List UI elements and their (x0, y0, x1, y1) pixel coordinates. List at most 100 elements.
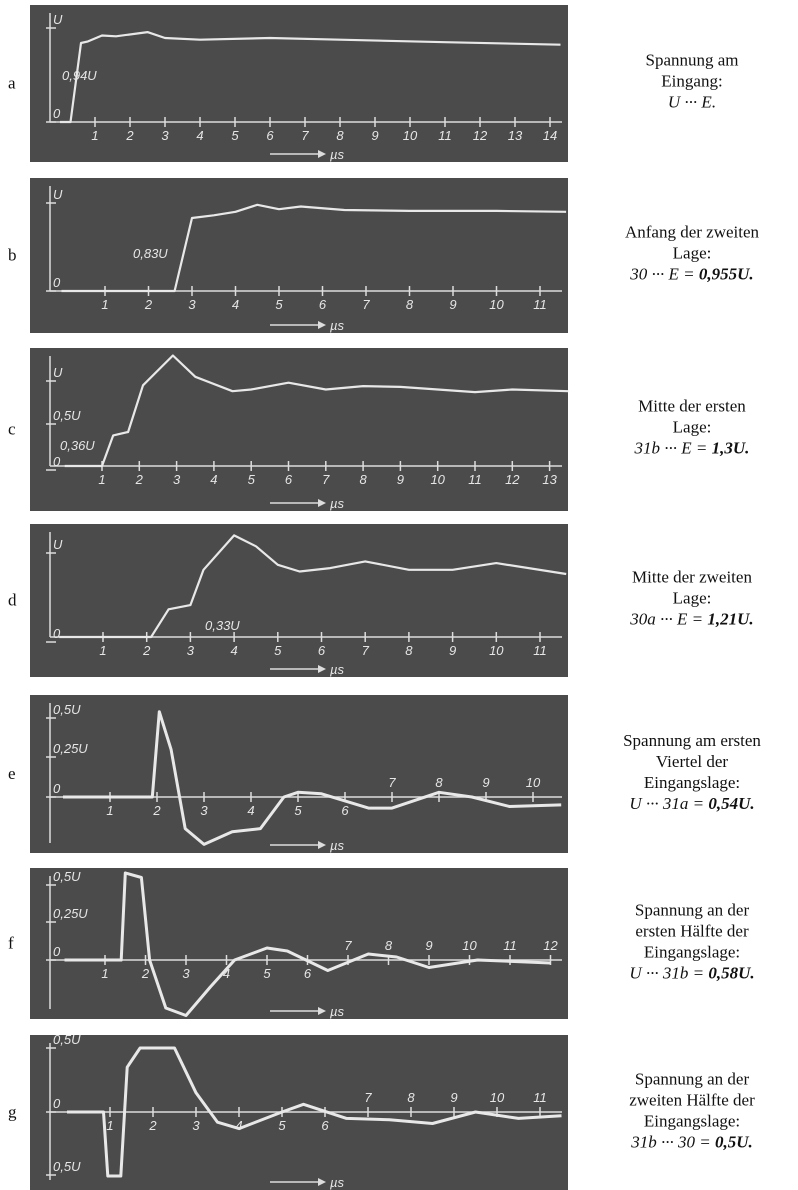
x-label: 6 (285, 472, 293, 487)
x-label: 9 (450, 1090, 457, 1105)
x-label: 12 (543, 938, 558, 953)
panel-letter: b (8, 246, 17, 265)
formula: U ··· 31a = (629, 794, 704, 813)
x-label: 7 (362, 643, 370, 658)
unit-label: µs (330, 1175, 344, 1190)
annotation: 0,94U (62, 68, 97, 83)
x-label: 9 (449, 297, 456, 312)
x-label: 5 (275, 297, 283, 312)
x-label: 11 (438, 128, 452, 143)
x-label: 13 (508, 128, 523, 143)
x-label: 7 (322, 472, 330, 487)
x-label: 11 (503, 938, 517, 953)
x-label: 2 (142, 643, 151, 658)
x-label: 12 (473, 128, 488, 143)
caption-line: zweiten Hälfte der (629, 1091, 755, 1110)
x-label: 8 (385, 938, 393, 953)
panel-letter: a (8, 74, 16, 93)
x-label: 8 (406, 297, 414, 312)
x-label: 7 (301, 128, 309, 143)
x-label: 10 (403, 128, 418, 143)
x-label: 2 (144, 297, 153, 312)
y-label: 0,5U (53, 1159, 81, 1174)
oscillogram (30, 178, 568, 333)
x-label: 2 (152, 803, 161, 818)
caption-formula: 31b ··· E = 1,3U. (634, 439, 750, 458)
formula: 31b ··· E = (634, 439, 708, 458)
x-label: 1 (106, 803, 113, 818)
formula: 31b ··· 30 = (630, 1133, 710, 1152)
x-label: 1 (101, 966, 108, 981)
x-label: 9 (371, 128, 378, 143)
oscillogram-panel: 0,5U0,25U012345678910µs (30, 695, 568, 853)
x-label: 5 (294, 803, 302, 818)
unit-label: µs (330, 318, 344, 333)
result: 0,58U. (708, 964, 754, 983)
panel-letter: c (8, 420, 16, 439)
x-label: 2 (148, 1118, 157, 1133)
x-label: 4 (210, 472, 217, 487)
x-label: 5 (274, 643, 282, 658)
x-label: 8 (405, 643, 413, 658)
x-label: 1 (106, 1118, 113, 1133)
caption-formula: U ··· 31a = 0,54U. (629, 794, 754, 813)
x-label: 4 (230, 643, 237, 658)
x-label: 5 (231, 128, 239, 143)
annotation: 0,83U (133, 246, 168, 261)
caption-formula: U ··· E. (668, 93, 716, 112)
x-label: 1 (99, 643, 106, 658)
x-label: 1 (91, 128, 98, 143)
formula: U ··· 31b = (629, 964, 704, 983)
x-label: 10 (462, 938, 477, 953)
oscillogram-panel: U01234567891011µs0,33U (30, 524, 568, 677)
oscillogram (30, 5, 568, 162)
y-label: 0,5U (53, 869, 81, 884)
x-label: 1 (101, 297, 108, 312)
caption-line: Anfang der zweiten (625, 223, 760, 242)
caption-line: Mitte der zweiten (632, 568, 752, 587)
caption-line: Spannung an der (635, 901, 750, 920)
panel-letter: f (8, 934, 14, 953)
x-label: 7 (388, 775, 396, 790)
x-label: 4 (232, 297, 239, 312)
y-label: U (53, 187, 63, 202)
formula: 30 ··· E = (629, 265, 694, 284)
x-label: 10 (526, 775, 541, 790)
unit-label: µs (330, 1004, 344, 1019)
x-label: 8 (435, 775, 443, 790)
oscillogram-panel: 0,5U00,5U1234567891011µs (30, 1032, 568, 1190)
unit-label: µs (330, 496, 344, 511)
x-label: 10 (490, 1090, 505, 1105)
result: 0,54U. (708, 794, 754, 813)
x-label: 12 (505, 472, 520, 487)
y-label: 0 (53, 454, 61, 469)
x-label: 7 (362, 297, 370, 312)
formula: U ··· E. (668, 93, 716, 112)
x-label: 11 (533, 297, 547, 312)
result: 1,3U. (712, 439, 750, 458)
y-label: 0,25U (53, 906, 88, 921)
x-label: 9 (482, 775, 489, 790)
x-label: 3 (200, 803, 208, 818)
formula: 30a ··· E = (629, 610, 703, 629)
result: 1,21U. (707, 610, 753, 629)
caption-line: Eingangslage: (644, 773, 740, 792)
x-label: 3 (182, 966, 190, 981)
x-label: 9 (449, 643, 456, 658)
x-label: 11 (533, 643, 547, 658)
oscillogram-panel: 0,5U0,25U0123456789101112µs (30, 868, 568, 1019)
unit-label: µs (330, 662, 344, 677)
result: 0,955U. (699, 265, 754, 284)
caption-line: Mitte der ersten (638, 397, 746, 416)
x-label: 4 (235, 1118, 242, 1133)
x-label: 5 (263, 966, 271, 981)
y-label: 0 (53, 275, 61, 290)
unit-label: µs (330, 147, 344, 162)
caption-line: Spannung an der (635, 1070, 750, 1089)
y-label: 0 (53, 626, 61, 641)
oscillogram (30, 695, 568, 853)
x-label: 5 (248, 472, 256, 487)
y-label: 0 (53, 1096, 61, 1111)
x-label: 6 (341, 803, 349, 818)
